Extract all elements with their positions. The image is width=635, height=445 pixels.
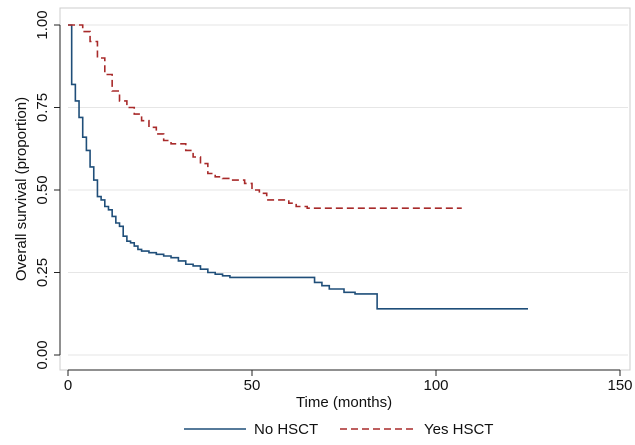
series-line-yes-hsct (68, 24, 462, 209)
series-line-no-hsct (68, 24, 528, 310)
y-tick-label: 0.00 (34, 340, 51, 369)
series-lines (68, 24, 528, 310)
y-tick-label: 0.75 (34, 93, 51, 122)
y-tick-label: 0.50 (34, 175, 51, 204)
grid-lines (68, 24, 628, 356)
y-tick-label: 1.00 (34, 10, 51, 39)
x-tick-label: 150 (607, 377, 632, 394)
x-axis-title: Time (months) (296, 394, 392, 411)
x-tick-label: 50 (244, 377, 261, 394)
axes: 0.00 0.25 0.50 0.75 1.00 0 50 100 150 (34, 10, 633, 394)
x-tick-label: 0 (64, 377, 72, 394)
y-tick-label: 0.25 (34, 258, 51, 287)
legend-label: Yes HSCT (424, 421, 493, 438)
plot-area-frame (59, 7, 631, 371)
legend-label: No HSCT (254, 421, 318, 438)
x-tick-label: 100 (423, 377, 448, 394)
legend: No HSCT Yes HSCT (184, 421, 493, 438)
y-axis-title: Overall survival (proportion) (13, 97, 30, 281)
